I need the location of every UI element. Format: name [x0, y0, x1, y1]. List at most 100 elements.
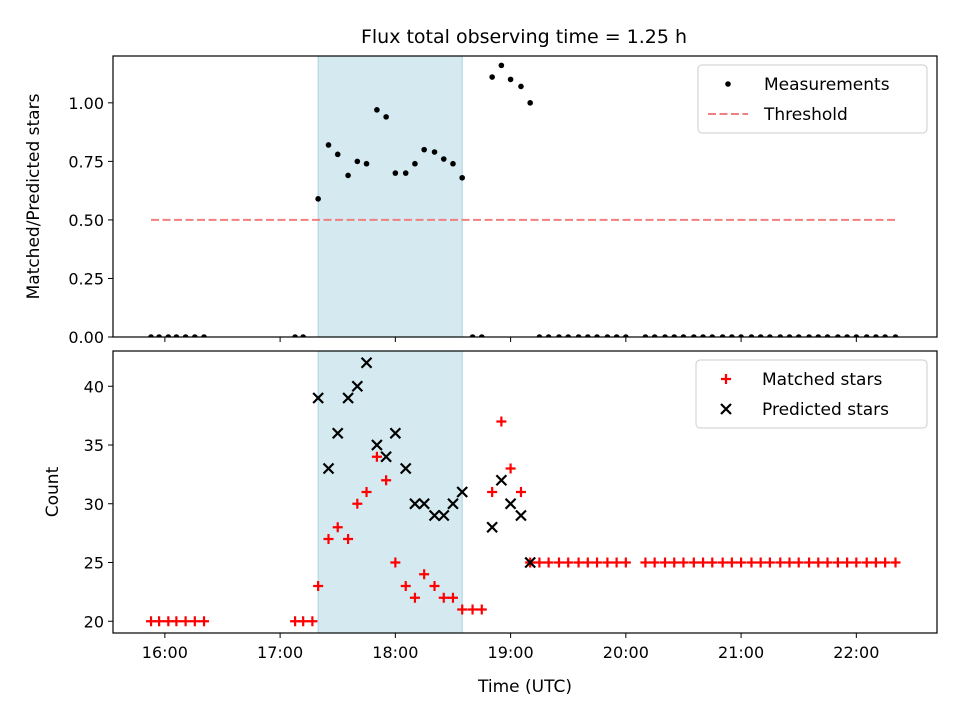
data-point	[662, 334, 668, 337]
axes-frame	[112, 350, 938, 634]
data-point	[173, 334, 180, 337]
data-point	[582, 557, 593, 568]
y-axis-label: Count	[43, 466, 63, 517]
data-point	[392, 170, 399, 176]
y-tick-label: 0.50	[68, 211, 104, 230]
data-point	[467, 604, 478, 615]
data-point	[486, 521, 498, 534]
data-point	[469, 334, 476, 337]
data-point	[447, 497, 459, 510]
y-tick-label: 25	[84, 554, 104, 573]
data-point	[824, 334, 831, 337]
data-point	[495, 474, 508, 487]
data-point	[515, 487, 526, 497]
data-point	[489, 74, 495, 80]
data-point	[815, 334, 822, 337]
data-point	[352, 498, 363, 509]
data-point	[323, 534, 334, 544]
data-point	[592, 557, 603, 568]
data-point	[575, 334, 582, 337]
data-point	[863, 334, 870, 337]
data-point	[315, 196, 321, 202]
data-point	[418, 497, 430, 510]
observing-window-shade	[317, 55, 463, 338]
data-point	[332, 522, 343, 533]
data-point	[709, 334, 716, 337]
data-point	[813, 557, 824, 568]
data-point	[419, 569, 430, 580]
data-point	[543, 557, 554, 568]
y-tick-label: 40	[84, 377, 104, 396]
data-point	[892, 334, 899, 337]
axes-frame	[112, 55, 938, 338]
y-axis-label: Matched/Predicted stars	[24, 93, 44, 299]
data-point	[748, 334, 755, 337]
data-point	[640, 557, 651, 568]
data-point	[784, 557, 795, 568]
data-point	[409, 497, 421, 510]
data-point	[360, 356, 373, 369]
data-point	[795, 334, 802, 337]
observing-window-shade	[317, 350, 463, 634]
data-point	[518, 83, 524, 90]
legend-marker	[720, 403, 732, 415]
data-point	[496, 416, 507, 427]
data-point	[764, 557, 775, 568]
legend-label: Predicted stars	[762, 400, 889, 420]
data-point	[604, 334, 611, 337]
plot-area	[148, 62, 899, 337]
data-point	[428, 509, 441, 522]
data-point	[345, 172, 351, 179]
data-point	[880, 557, 891, 568]
data-point	[755, 557, 766, 568]
data-point	[363, 160, 370, 167]
data-point	[325, 142, 332, 148]
data-point	[793, 557, 804, 568]
x-tick-label: 21:00	[718, 643, 764, 662]
data-point	[806, 334, 812, 337]
data-point	[660, 557, 671, 568]
data-point	[371, 439, 383, 451]
series-matched-stars	[146, 416, 901, 627]
data-point	[669, 557, 680, 568]
data-point	[602, 557, 613, 568]
data-point	[300, 334, 306, 337]
data-point	[804, 557, 815, 568]
data-point	[402, 170, 409, 176]
data-point	[545, 334, 552, 337]
data-point	[390, 557, 401, 568]
data-point	[611, 557, 622, 568]
bottom-panel-counts: 20 25 30 35 40 16:00 17:00 18:00 19:00 20:00 21:00…	[43, 350, 938, 697]
data-point	[409, 592, 420, 603]
data-point	[835, 334, 841, 337]
data-point	[620, 557, 631, 568]
data-point	[594, 334, 600, 337]
x-tick-label: 16:00	[142, 643, 188, 662]
data-point	[438, 592, 449, 603]
legend-label: Measurements	[764, 75, 890, 95]
legend-marker	[721, 374, 731, 384]
data-point	[623, 334, 629, 337]
data-point	[775, 557, 786, 568]
data-point	[399, 462, 412, 475]
data-point	[182, 334, 189, 337]
data-point	[515, 509, 527, 522]
data-point	[707, 557, 718, 568]
data-point	[171, 616, 182, 627]
data-point	[389, 427, 402, 440]
data-point	[736, 557, 747, 568]
data-point	[536, 334, 543, 337]
data-point	[307, 616, 318, 627]
data-point	[331, 427, 344, 440]
x-tick-label: 19:00	[488, 643, 534, 662]
data-point	[873, 334, 879, 337]
data-point	[746, 557, 757, 568]
data-point	[700, 334, 706, 337]
data-point	[757, 334, 764, 337]
data-point	[698, 557, 709, 568]
legend-box	[695, 359, 928, 429]
figure-title: Flux total observing time = 1.25 h	[361, 26, 687, 48]
data-point	[381, 475, 392, 486]
data-point	[374, 107, 380, 113]
data-point	[312, 392, 324, 404]
